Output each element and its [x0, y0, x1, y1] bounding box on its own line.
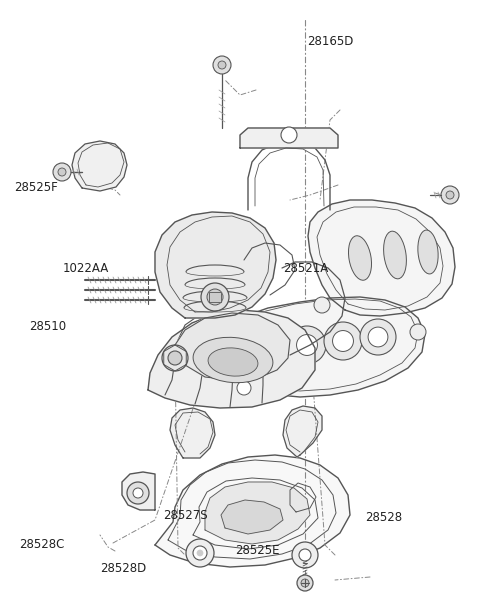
Circle shape: [441, 186, 459, 204]
Polygon shape: [308, 200, 455, 316]
Text: 28510: 28510: [29, 320, 66, 333]
Polygon shape: [170, 408, 215, 458]
Text: 28525E: 28525E: [235, 544, 280, 557]
Text: 28165D: 28165D: [307, 34, 354, 48]
Polygon shape: [240, 128, 338, 148]
Circle shape: [360, 319, 396, 355]
Circle shape: [236, 374, 252, 390]
Circle shape: [53, 163, 71, 181]
Circle shape: [201, 283, 229, 311]
Circle shape: [333, 330, 353, 352]
Circle shape: [197, 550, 203, 556]
Text: 28527S: 28527S: [163, 509, 208, 522]
Circle shape: [193, 546, 207, 560]
Polygon shape: [155, 212, 276, 318]
Circle shape: [162, 345, 188, 371]
Circle shape: [237, 381, 251, 395]
Circle shape: [133, 488, 143, 498]
Circle shape: [127, 482, 149, 504]
Polygon shape: [209, 292, 221, 302]
Text: 28525F: 28525F: [14, 181, 58, 194]
Text: 28528: 28528: [365, 511, 402, 524]
Circle shape: [324, 322, 362, 360]
Ellipse shape: [193, 337, 273, 383]
Polygon shape: [122, 472, 155, 510]
Circle shape: [301, 579, 309, 587]
Circle shape: [297, 575, 313, 591]
Polygon shape: [205, 482, 310, 544]
Circle shape: [213, 56, 231, 74]
Circle shape: [410, 324, 426, 340]
Polygon shape: [175, 313, 290, 380]
Text: 28521A: 28521A: [283, 262, 328, 275]
Circle shape: [58, 168, 66, 176]
Ellipse shape: [418, 230, 438, 274]
Circle shape: [297, 335, 317, 355]
Circle shape: [288, 326, 326, 364]
Text: 28528C: 28528C: [19, 538, 65, 551]
Circle shape: [186, 539, 214, 567]
Polygon shape: [155, 455, 350, 567]
Ellipse shape: [208, 348, 258, 376]
Polygon shape: [148, 310, 315, 408]
Circle shape: [368, 327, 388, 347]
Circle shape: [252, 330, 288, 366]
Ellipse shape: [348, 236, 372, 280]
Polygon shape: [72, 141, 127, 191]
Text: 1022AA: 1022AA: [62, 262, 108, 275]
Circle shape: [168, 351, 182, 365]
Text: 28528D: 28528D: [100, 562, 146, 576]
Circle shape: [292, 542, 318, 568]
Circle shape: [299, 549, 311, 561]
Circle shape: [260, 338, 280, 358]
Circle shape: [281, 127, 297, 143]
Circle shape: [207, 289, 223, 305]
Circle shape: [446, 191, 454, 199]
Circle shape: [218, 61, 226, 69]
Polygon shape: [225, 297, 425, 397]
Polygon shape: [221, 500, 283, 534]
Circle shape: [314, 297, 330, 313]
Ellipse shape: [384, 231, 407, 279]
Polygon shape: [283, 406, 322, 457]
